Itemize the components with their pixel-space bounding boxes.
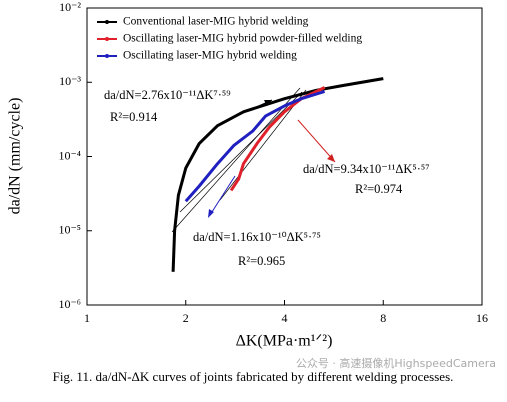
watermark: 公众号 · 高速摄像机HighspeedCamera	[296, 356, 496, 370]
x-tick-label: 2	[183, 311, 189, 325]
arrow	[209, 175, 236, 216]
x-tick-label: 1	[84, 311, 90, 325]
fit-lines	[171, 87, 307, 233]
fit-line	[179, 91, 303, 213]
fit-line	[171, 87, 301, 233]
arrowhead	[208, 209, 214, 218]
x-tick-label: 4	[282, 311, 288, 325]
series-line	[184, 90, 326, 203]
x-tick-label: 16	[476, 311, 488, 325]
legend-label: Oscillating laser-MIG hybrid welding	[123, 50, 297, 62]
arrows	[208, 99, 336, 218]
fit-line	[219, 89, 307, 201]
legend-label: Conventional laser-MIG hybrid welding	[123, 16, 309, 28]
annotation-equation: da/dN=1.16x10⁻¹⁰ΔK⁵·⁷⁵	[193, 230, 321, 244]
legend-marker	[105, 54, 109, 58]
caption: Fig. 11. da/dN-ΔK curves of joints fabri…	[53, 369, 454, 384]
legend-label: Oscillating laser-MIG hybrid powder-fill…	[123, 33, 362, 45]
legend-marker	[105, 37, 109, 41]
y-tick-label: 10⁻⁵	[58, 223, 81, 237]
x-axis-label: ΔK(MPa·m¹ᐟ²)	[236, 333, 333, 350]
annotation-equation: da/dN=9.34x10⁻¹¹ΔK⁵·⁵⁷	[303, 162, 430, 176]
annotation-r2: R²=0.914	[110, 110, 158, 124]
y-tick-label: 10⁻³	[59, 74, 81, 88]
y-tick-label: 10⁻²	[59, 0, 81, 14]
legend-marker	[105, 20, 109, 24]
arrowhead	[327, 154, 335, 162]
arrow	[297, 119, 336, 163]
annotation-equation: da/dN=2.76x10⁻¹¹ΔK⁷·⁵⁹	[104, 88, 231, 102]
annotation-r2: R²=0.965	[238, 254, 285, 268]
x-tick-label: 8	[380, 311, 386, 325]
y-tick-label: 10⁻⁶	[58, 297, 81, 311]
y-tick-label: 10⁻⁴	[58, 148, 81, 162]
y-axis-label: da/dN (mm/cycle)	[7, 98, 24, 215]
annotation-r2: R²=0.974	[355, 182, 403, 196]
